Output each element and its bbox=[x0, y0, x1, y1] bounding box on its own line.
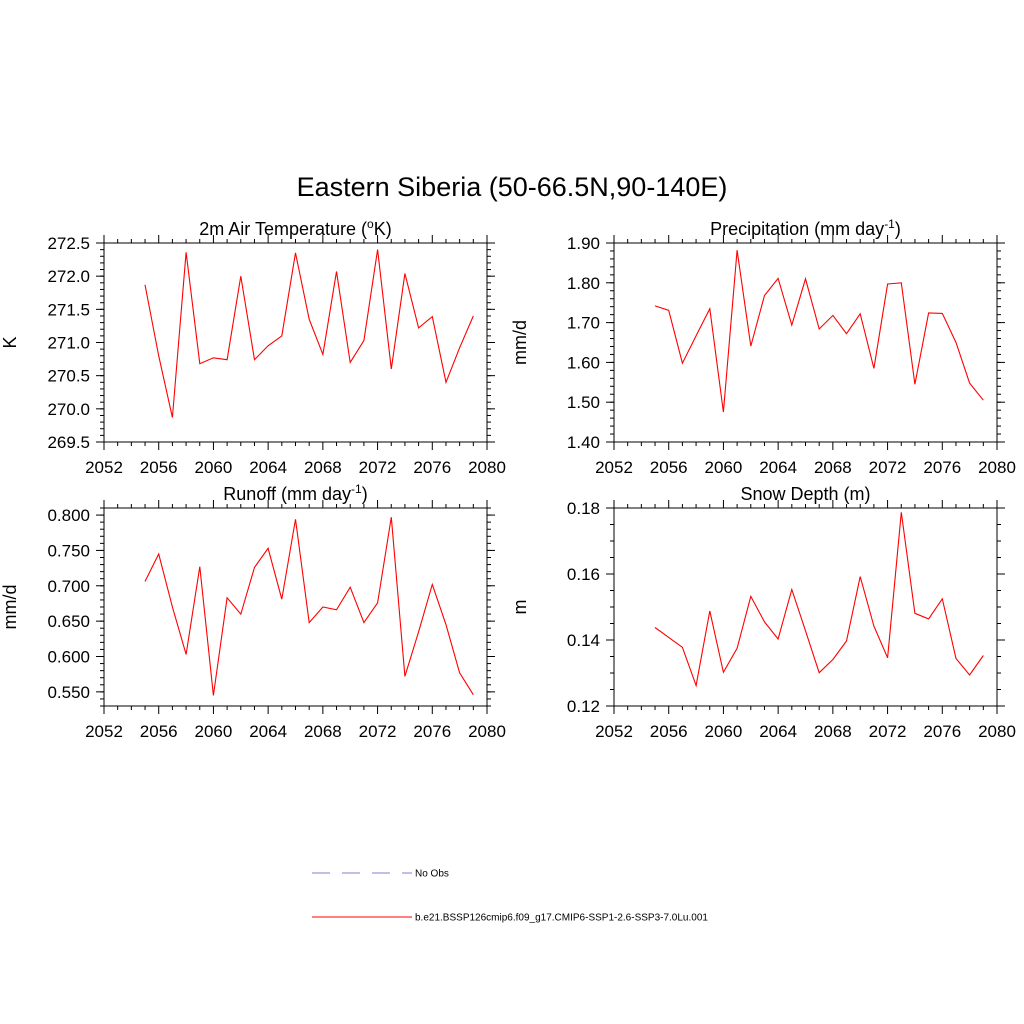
y-tick-label: 271.5 bbox=[47, 300, 90, 319]
legend-entry-no-obs: No Obs bbox=[312, 869, 449, 880]
y-tick-label: 1.80 bbox=[567, 274, 600, 293]
x-tick-label: 2052 bbox=[595, 722, 633, 741]
panel-snow-depth: 2052 2056 2060 2064 2068 2072 2076 2080 0.12 0.14… bbox=[510, 484, 1016, 741]
y-tick-label: 271.0 bbox=[47, 334, 90, 353]
x-tick-label: 2076 bbox=[923, 722, 961, 741]
y-tick-label: 0.12 bbox=[567, 697, 600, 716]
panel-title: Snow Depth (m) bbox=[740, 484, 870, 504]
x-tick-label: 2064 bbox=[759, 458, 797, 477]
panel-title-superscript: -1 bbox=[351, 482, 362, 496]
plot-frame bbox=[103, 507, 488, 707]
series-line bbox=[654, 250, 984, 413]
y-tick-label: 0.16 bbox=[567, 565, 600, 584]
x-tick-label: 2072 bbox=[869, 458, 907, 477]
x-tick-label: 2068 bbox=[814, 458, 852, 477]
panel-title: 2m Air Temperature (oK) bbox=[199, 217, 391, 239]
y-axis-label: mm/d bbox=[0, 585, 20, 630]
legend-entry-model-run: b.e21.BSSP126cmip6.f09_g17.CMIP6-SSP1-2.… bbox=[312, 913, 708, 924]
panel-title-tail: ) bbox=[895, 219, 901, 239]
y-tick-label: 272.5 bbox=[47, 234, 90, 253]
panel-title-tail: ) bbox=[362, 484, 368, 504]
y-axis-label: m bbox=[510, 600, 530, 615]
panel-title: Precipitation (mm day-1) bbox=[710, 217, 901, 239]
panel-title-text: Precipitation (mm day bbox=[710, 219, 884, 239]
y-axis-label: mm/d bbox=[510, 320, 530, 365]
x-tick-label: 2052 bbox=[85, 458, 123, 477]
y-tick-label: 0.14 bbox=[567, 631, 600, 650]
series-line bbox=[654, 512, 984, 688]
plot-frame bbox=[103, 242, 488, 443]
panel-title-superscript: o bbox=[367, 217, 374, 231]
x-tick-label: 2080 bbox=[978, 722, 1016, 741]
y-tick-label: 0.18 bbox=[567, 499, 600, 518]
plot-frame bbox=[613, 507, 998, 707]
y-tick-label: 0.700 bbox=[47, 577, 90, 596]
y-axis-label: K bbox=[0, 336, 20, 348]
figure-title: Eastern Siberia (50-66.5N,90-140E) bbox=[297, 172, 728, 202]
x-tick-label: 2068 bbox=[304, 458, 342, 477]
x-tick-label: 2060 bbox=[195, 722, 233, 741]
plot-frame bbox=[613, 242, 998, 443]
y-tick-label: 1.70 bbox=[567, 314, 600, 333]
panel-title-superscript: -1 bbox=[884, 217, 895, 231]
y-tick-label: 0.600 bbox=[47, 648, 90, 667]
series-line bbox=[144, 249, 474, 418]
x-tick-label: 2060 bbox=[195, 458, 233, 477]
x-tick-label: 2064 bbox=[759, 722, 797, 741]
legend: No Obs b.e21.BSSP126cmip6.f09_g17.CMIP6-… bbox=[312, 869, 708, 924]
y-tick-label: 269.5 bbox=[47, 433, 90, 452]
y-tick-label: 1.50 bbox=[567, 393, 600, 412]
y-tick-label: 270.5 bbox=[47, 367, 90, 386]
x-tick-label: 2076 bbox=[413, 458, 451, 477]
legend-label-no-obs: No Obs bbox=[415, 869, 449, 880]
y-tick-label: 0.650 bbox=[47, 612, 90, 631]
y-tick-label: 0.550 bbox=[47, 683, 90, 702]
panel-title-text: Snow Depth (m) bbox=[740, 484, 870, 504]
x-tick-label: 2068 bbox=[814, 722, 852, 741]
x-tick-label: 2072 bbox=[869, 722, 907, 741]
y-tick-label: 0.800 bbox=[47, 506, 90, 525]
series-line bbox=[144, 517, 474, 696]
x-tick-label: 2072 bbox=[359, 458, 397, 477]
legend-label-model-run: b.e21.BSSP126cmip6.f09_g17.CMIP6-SSP1-2.… bbox=[415, 913, 708, 924]
x-tick-label: 2052 bbox=[595, 458, 633, 477]
x-tick-label: 2052 bbox=[85, 722, 123, 741]
y-tick-label: 272.0 bbox=[47, 267, 90, 286]
y-tick-label: 1.60 bbox=[567, 353, 600, 372]
x-tick-label: 2080 bbox=[468, 458, 506, 477]
x-tick-label: 2064 bbox=[249, 722, 287, 741]
x-tick-label: 2060 bbox=[705, 722, 743, 741]
x-tick-label: 2068 bbox=[304, 722, 342, 741]
panels: 2052 2056 2060 2064 2068 2072 2076 2080 269.5 270… bbox=[0, 217, 1016, 741]
x-tick-label: 2056 bbox=[140, 458, 178, 477]
x-tick-label: 2080 bbox=[468, 722, 506, 741]
panel-title: Runoff (mm day-1) bbox=[223, 482, 367, 504]
panel-title-text: Runoff (mm day bbox=[223, 484, 351, 504]
panel-precipitation: 2052 2056 2060 2064 2068 2072 2076 2080 1.40 1.50… bbox=[510, 217, 1016, 477]
x-tick-label: 2076 bbox=[923, 458, 961, 477]
y-tick-label: 270.0 bbox=[47, 400, 90, 419]
x-tick-label: 2060 bbox=[705, 458, 743, 477]
x-tick-label: 2064 bbox=[249, 458, 287, 477]
x-tick-label: 2076 bbox=[413, 722, 451, 741]
x-tick-label: 2056 bbox=[140, 722, 178, 741]
x-tick-label: 2072 bbox=[359, 722, 397, 741]
panel-runoff: 2052 2056 2060 2064 2068 2072 2076 2080 0.550 0.6… bbox=[0, 482, 506, 741]
y-tick-label: 1.90 bbox=[567, 234, 600, 253]
x-tick-label: 2056 bbox=[650, 722, 688, 741]
x-tick-label: 2080 bbox=[978, 458, 1016, 477]
panel-title-tail: K) bbox=[374, 219, 392, 239]
panel-temperature: 2052 2056 2060 2064 2068 2072 2076 2080 269.5 270… bbox=[0, 217, 506, 477]
y-tick-label: 1.40 bbox=[567, 433, 600, 452]
panel-title-text: 2m Air Temperature ( bbox=[199, 219, 367, 239]
x-tick-label: 2056 bbox=[650, 458, 688, 477]
y-tick-label: 0.750 bbox=[47, 541, 90, 560]
